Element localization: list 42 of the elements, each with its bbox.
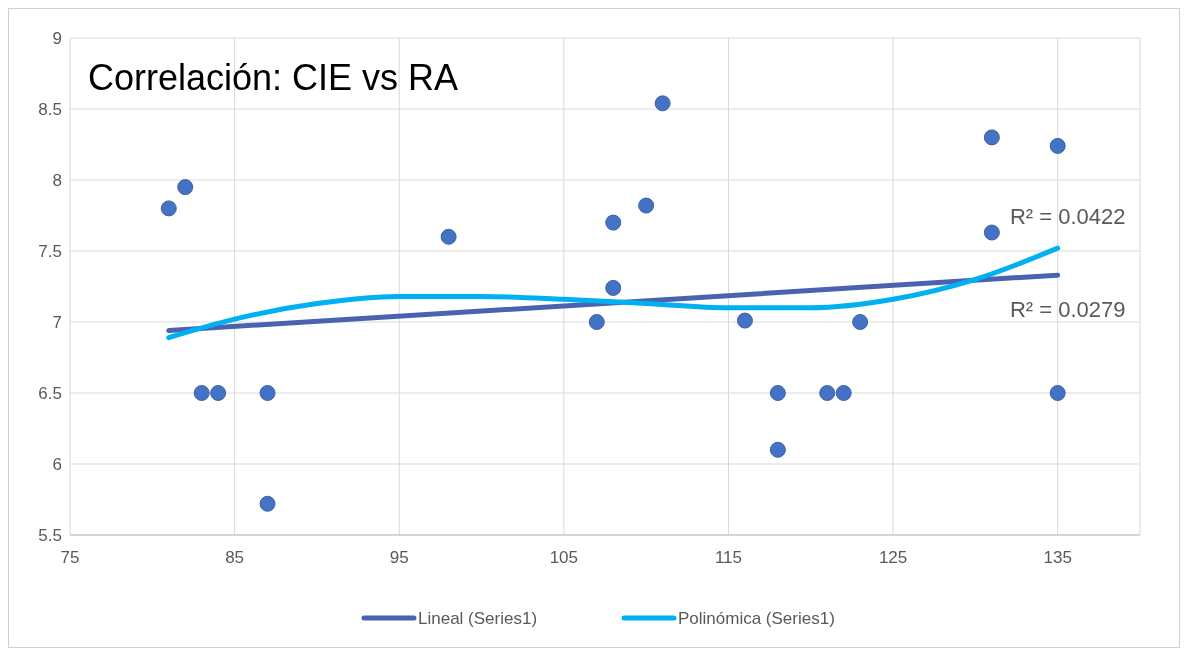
point — [605, 279, 622, 296]
point — [769, 441, 786, 458]
text: Correlación: CIE vs RA — [88, 57, 459, 98]
y-tick-label: 8.5 — [38, 99, 62, 119]
x-tick-label: 115 — [714, 548, 743, 567]
point — [259, 495, 276, 512]
x-tick-label: 85 — [225, 548, 245, 567]
point — [177, 179, 194, 196]
point — [983, 224, 1000, 241]
point — [1049, 385, 1066, 401]
x-tick-label: 75 — [60, 548, 80, 567]
y-tick-label: 7.5 — [38, 241, 62, 261]
point — [654, 95, 671, 112]
x-tick-label: 135 — [1043, 548, 1072, 567]
point — [259, 385, 276, 401]
annotation: R² = 0.0279 — [1009, 296, 1126, 322]
legend-label: Polinómica (Series1) — [678, 608, 835, 628]
y-tick-label: 5.5 — [38, 525, 62, 545]
x-tick-label: 105 — [549, 548, 579, 567]
point — [736, 312, 753, 329]
point — [835, 385, 852, 401]
y-tick-label: 6 — [52, 454, 62, 474]
x-tick-label: 125 — [878, 548, 908, 567]
point — [210, 385, 227, 401]
point — [819, 385, 836, 401]
y-tick-label: 9 — [52, 28, 62, 48]
point — [1049, 137, 1066, 154]
point — [605, 214, 622, 231]
point — [440, 228, 457, 245]
legend-label: Lineal (Series1) — [418, 608, 538, 628]
point — [769, 385, 786, 401]
point — [983, 129, 1000, 146]
y-tick-label: 7 — [52, 312, 62, 332]
y-tick-label: 8 — [52, 170, 62, 190]
point — [160, 200, 177, 217]
point — [638, 197, 655, 214]
annotation: R² = 0.0422 — [1009, 203, 1126, 229]
point — [193, 385, 210, 401]
point — [588, 314, 605, 330]
x-tick-label: 95 — [389, 548, 409, 567]
y-tick-label: 6.5 — [38, 383, 62, 403]
point — [852, 314, 869, 330]
